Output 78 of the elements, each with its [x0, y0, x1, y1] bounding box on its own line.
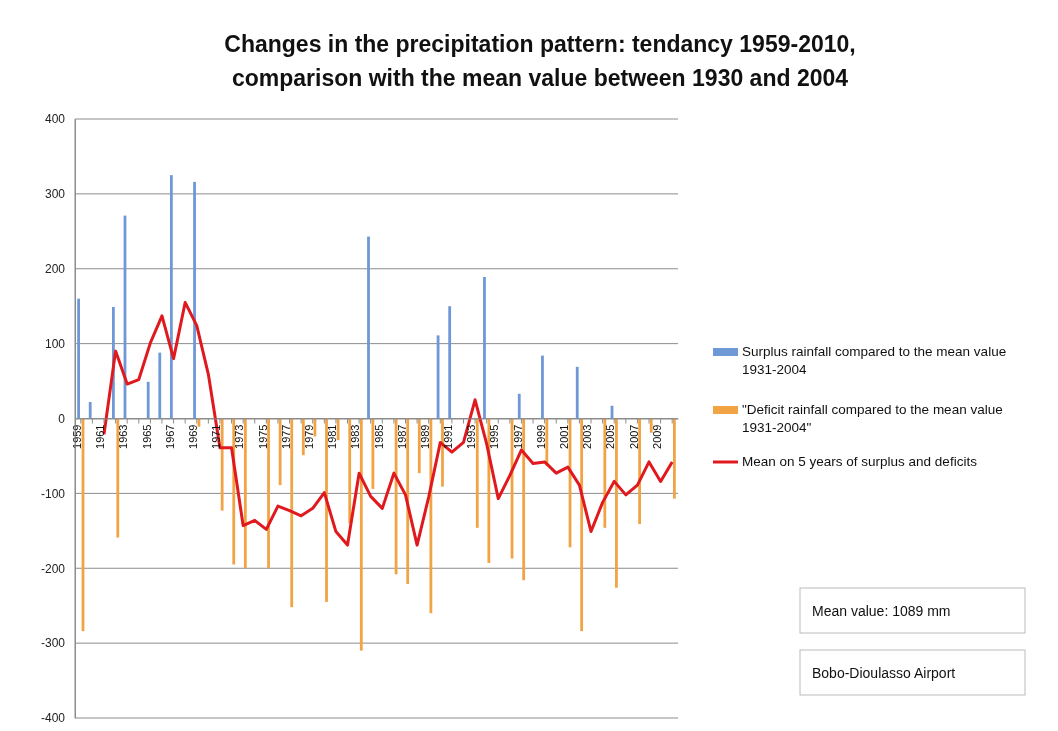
y-tick-label: 0 [58, 411, 66, 426]
bar [359, 418, 363, 651]
bar [325, 418, 328, 602]
y-tick-label: -400 [40, 711, 66, 726]
bar [267, 418, 270, 569]
bar [429, 418, 433, 614]
x-tick-label: 1975 [256, 424, 269, 449]
x-tick-label: 1959 [71, 424, 83, 449]
bar [638, 418, 642, 525]
bar [417, 418, 421, 474]
y-tick-label: -100 [40, 486, 66, 501]
y-tick-label: 200 [44, 262, 66, 277]
y-tick-label: 100 [44, 336, 66, 351]
x-tick-label: 2001 [558, 424, 571, 449]
x-tick-label: 2005 [604, 424, 617, 449]
bar [88, 402, 92, 419]
bar [158, 352, 162, 419]
bar [77, 298, 80, 419]
bar [545, 418, 549, 466]
bar [278, 418, 282, 486]
y-tick-label: -200 [40, 561, 66, 576]
legend-label: Surplus rainfall compared to the mean value 1931-2004 [742, 344, 1007, 377]
y-tick-label: -300 [40, 636, 66, 651]
bar [673, 418, 676, 499]
y-tick-label: 400 [44, 112, 66, 127]
x-tick-label: 2009 [650, 424, 663, 449]
bar [193, 181, 196, 419]
text: Bobo-Dioulasso Airport [812, 665, 956, 681]
bar [615, 418, 618, 588]
bar [603, 418, 607, 528]
x-tick-label: 1973 [233, 424, 246, 449]
x-tick-label: 1983 [349, 424, 362, 449]
x-tick-label: 2007 [627, 424, 640, 449]
bar [649, 418, 653, 433]
x-tick-label: 1999 [534, 424, 547, 449]
x-tick-label: 1979 [302, 424, 315, 449]
bar [522, 418, 526, 581]
legend-label: Mean on 5 years of surplus and deficits [742, 454, 978, 469]
bar [116, 418, 120, 538]
x-tick-label: 1977 [279, 424, 292, 449]
bar [169, 175, 173, 419]
bar [220, 418, 224, 511]
x-tick-label: 1991 [442, 424, 455, 449]
bar [243, 418, 247, 569]
bar [575, 366, 579, 419]
bar [483, 276, 486, 419]
x-tick-label: 1965 [140, 424, 153, 449]
x-tick-label: 2003 [581, 424, 594, 449]
bar [541, 355, 544, 419]
x-tick-label: 1981 [326, 424, 339, 449]
bar [146, 381, 150, 419]
x-tick-label: 1987 [395, 424, 408, 449]
x-tick-label: 1995 [488, 424, 501, 449]
x-tick-label: 1993 [465, 424, 478, 449]
x-tick-label: 1969 [186, 424, 199, 449]
bar [580, 418, 584, 632]
bar [301, 418, 305, 456]
bar [290, 418, 294, 608]
x-tick-label: 1997 [511, 424, 524, 449]
legend-label: "Deficit rainfall compared to the mean value 1931-2004" [742, 402, 1003, 435]
chart-title: Changes in the precipitation pattern: tendancy 1959-2010, comparison with the mean value between 1930 and 2004 [224, 31, 856, 91]
y-tick-label: 300 [44, 187, 66, 202]
bar [336, 418, 340, 441]
x-tick-label: 1963 [117, 424, 130, 449]
line-series [102, 300, 674, 547]
x-tick-label: 1967 [163, 424, 176, 449]
bar [517, 393, 521, 419]
bar [348, 418, 352, 524]
x-tick-label: 1971 [210, 424, 223, 449]
bar [475, 418, 479, 528]
x-tick-label: 1989 [418, 424, 431, 449]
bar [441, 418, 444, 487]
x-tick-label: 1985 [372, 424, 385, 449]
x-tick-label: 1961 [94, 424, 107, 449]
bar [448, 306, 452, 419]
text: Mean value: 1089 mm [812, 603, 951, 619]
bar [367, 236, 370, 419]
bar [406, 418, 410, 584]
